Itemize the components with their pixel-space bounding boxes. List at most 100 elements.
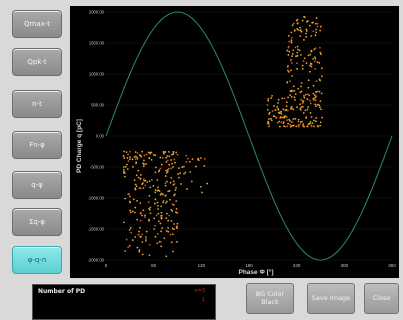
pd-point bbox=[136, 158, 139, 160]
pd-point bbox=[287, 34, 290, 37]
pd-point bbox=[287, 70, 290, 73]
pd-point bbox=[282, 108, 285, 111]
pd-point bbox=[139, 202, 142, 205]
pd-point bbox=[167, 150, 170, 153]
pd-point bbox=[314, 56, 316, 59]
pd-point bbox=[148, 219, 151, 222]
sidebar-button-sum-q-phi[interactable]: Σq-φ bbox=[12, 208, 62, 236]
pd-point bbox=[268, 123, 270, 125]
x-tick-labels: 0 60 120 180 240 300 360 bbox=[105, 263, 397, 268]
pd-point bbox=[145, 238, 147, 241]
pd-point bbox=[154, 171, 157, 174]
pd-point bbox=[164, 150, 167, 153]
pd-point bbox=[140, 155, 143, 158]
pd-point bbox=[141, 233, 143, 236]
pd-point bbox=[319, 51, 322, 54]
pd-point bbox=[271, 94, 273, 97]
pd-point bbox=[313, 119, 315, 122]
pd-point bbox=[268, 111, 271, 114]
pd-point bbox=[169, 181, 172, 184]
pd-point bbox=[300, 90, 303, 93]
pd-point bbox=[300, 82, 303, 84]
sidebar-button-n-t[interactable]: n-t bbox=[12, 90, 62, 118]
pd-point bbox=[176, 211, 179, 214]
pd-point bbox=[149, 206, 152, 209]
pd-point bbox=[267, 121, 270, 124]
pd-point bbox=[304, 93, 307, 96]
pd-point bbox=[305, 32, 307, 35]
close-button[interactable]: Close bbox=[364, 283, 399, 314]
pd-point bbox=[293, 96, 296, 99]
sidebar-button-qmax-t[interactable]: Qmax-t bbox=[12, 10, 62, 38]
pd-point bbox=[312, 57, 315, 60]
x-tick-label: 180 bbox=[245, 263, 253, 268]
pd-point bbox=[297, 125, 300, 128]
pd-point bbox=[290, 31, 293, 34]
pd-point bbox=[144, 179, 147, 182]
pd-point bbox=[315, 31, 318, 34]
pd-point bbox=[170, 208, 173, 211]
y-tick-label: -500.00 bbox=[90, 165, 105, 170]
pd-point bbox=[293, 89, 296, 92]
pd-point bbox=[154, 166, 157, 169]
pd-point bbox=[279, 125, 281, 128]
pd-point bbox=[320, 53, 322, 56]
pd-point bbox=[315, 105, 317, 108]
pd-point bbox=[164, 175, 167, 177]
pd-point bbox=[277, 111, 280, 114]
pd-point bbox=[275, 116, 278, 119]
pd-point bbox=[156, 186, 159, 189]
pd-point bbox=[199, 157, 202, 159]
pd-point bbox=[183, 172, 185, 175]
sidebar-button-q-phi[interactable]: q-φ bbox=[12, 171, 62, 199]
pd-point bbox=[186, 188, 188, 190]
y-tick-label: 500.00 bbox=[91, 103, 104, 108]
pd-point bbox=[143, 159, 145, 162]
pd-point bbox=[307, 106, 309, 108]
pd-point bbox=[172, 183, 175, 186]
pd-point bbox=[313, 60, 316, 63]
pd-point bbox=[301, 68, 304, 70]
pd-point bbox=[288, 40, 291, 43]
pd-count-title: Number of PD bbox=[38, 288, 86, 295]
pd-point bbox=[134, 155, 137, 158]
save-image-button[interactable]: Save Image bbox=[307, 283, 355, 314]
sidebar-button-fn-phi[interactable]: Fn-φ bbox=[12, 131, 62, 159]
pd-point bbox=[300, 98, 302, 101]
sidebar-button-qpk-t[interactable]: Qpk-t bbox=[12, 48, 62, 76]
pd-point bbox=[287, 45, 290, 48]
sidebar-button-phi-q-n[interactable]: φ-q-n bbox=[12, 246, 62, 274]
pd-point bbox=[126, 168, 129, 170]
pd-point bbox=[159, 193, 162, 196]
y-axis-label: PD Charge q [pC] bbox=[76, 119, 83, 173]
pd-point bbox=[286, 109, 289, 112]
pd-point bbox=[141, 150, 144, 153]
pd-point bbox=[316, 61, 319, 64]
pd-point bbox=[307, 79, 310, 82]
pd-point bbox=[307, 123, 310, 126]
pd-point bbox=[309, 122, 311, 125]
pd-point bbox=[270, 119, 273, 122]
pd-point bbox=[314, 47, 317, 50]
pd-point bbox=[312, 92, 315, 95]
pd-point bbox=[266, 104, 269, 106]
pd-point bbox=[321, 116, 323, 119]
pd-point bbox=[153, 217, 156, 220]
pd-point bbox=[203, 165, 206, 167]
pd-point bbox=[131, 210, 134, 213]
pd-point bbox=[185, 154, 188, 157]
pd-point bbox=[145, 153, 148, 156]
pd-point bbox=[299, 109, 302, 111]
pd-point bbox=[170, 219, 173, 222]
pd-point bbox=[171, 203, 174, 206]
bg-color-button[interactable]: BG Color Black bbox=[246, 283, 294, 314]
pd-point bbox=[142, 178, 145, 181]
pd-point bbox=[273, 115, 276, 118]
pd-point bbox=[292, 22, 295, 25]
pd-point bbox=[123, 175, 126, 178]
pd-point bbox=[296, 106, 298, 109]
pd-point bbox=[160, 217, 163, 220]
pd-point bbox=[156, 242, 159, 245]
pd-point bbox=[166, 159, 169, 162]
pd-point bbox=[296, 51, 299, 54]
